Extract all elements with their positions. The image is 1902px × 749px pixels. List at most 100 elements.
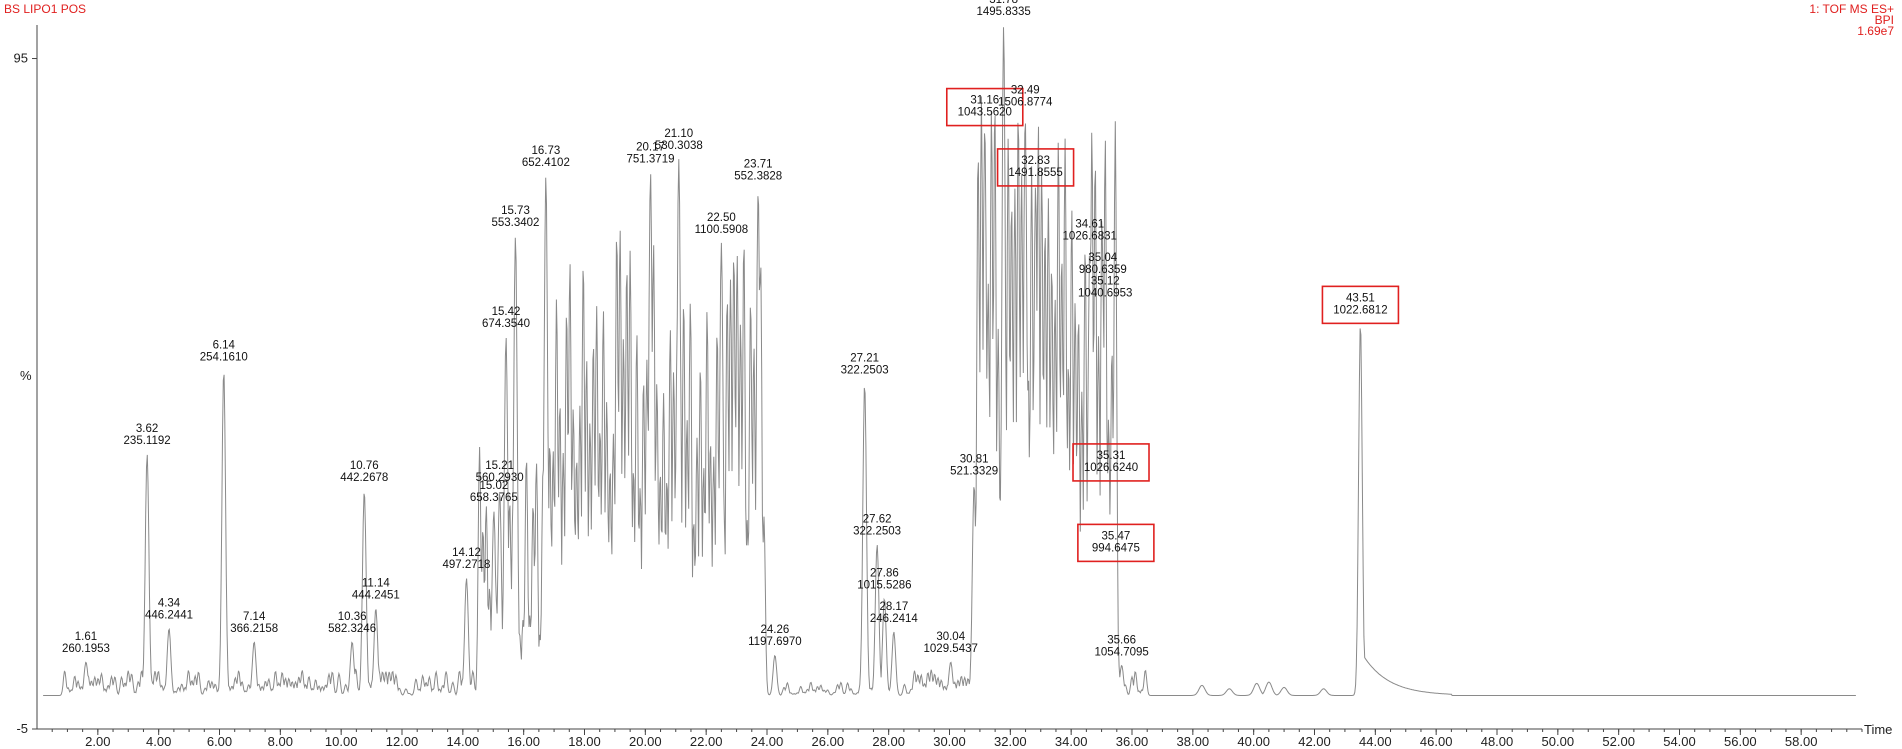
peak-mz-label: 444.2451: [352, 589, 400, 601]
peak-mz-label: 1040.6953: [1078, 288, 1132, 300]
peak-rt-label: 32.49: [1011, 85, 1040, 97]
peak-rt-label: 15.21: [485, 460, 514, 472]
peak-rt-label: 16.73: [531, 145, 560, 157]
x-tick-label: 52.00: [1602, 734, 1635, 749]
x-tick-label: 4.00: [146, 734, 171, 749]
x-tick-label: 12.00: [386, 734, 419, 749]
highlight-box: [1321, 285, 1400, 325]
peak-rt-label: 34.61: [1075, 219, 1104, 231]
y-axis-label: %: [20, 368, 32, 383]
peak-mz-label: 658.3765: [470, 492, 518, 504]
highlight-box: [1072, 443, 1150, 482]
peak-mz-label: 1029.5437: [924, 643, 978, 655]
x-tick-label: 22.00: [690, 734, 723, 749]
peak-mz-label: 530.3038: [655, 140, 703, 152]
trace-layer: [43, 27, 1856, 696]
peak-mz-label: 552.3828: [734, 170, 782, 182]
x-tick-label: 40.00: [1237, 734, 1270, 749]
peak-rt-label: 14.12: [452, 547, 481, 559]
x-tick-label: 16.00: [507, 734, 540, 749]
x-tick-label: 48.00: [1481, 734, 1514, 749]
x-tick-label: 10.00: [325, 734, 358, 749]
peak-mz-label: 235.1192: [124, 435, 171, 447]
peak-rt-label: 24.26: [761, 624, 790, 636]
axes: 95 -5 2.00 4.00 6.00 8.00 10.00 12.00 14.00 16.00…: [14, 25, 1863, 749]
x-tick-label: 46.00: [1420, 734, 1453, 749]
x-tick-label: 58.00: [1785, 734, 1818, 749]
peak-rt-label: 35.12: [1091, 276, 1120, 288]
peak-rt-label: 35.31: [1097, 450, 1126, 462]
highlight-box: [996, 148, 1075, 187]
peak-rt-label: 15.02: [479, 480, 508, 492]
peak-mz-label: 560.2930: [476, 472, 524, 484]
peak-mz-label: 1197.6970: [748, 636, 802, 648]
peak-mz-label: 1491.8555: [1008, 167, 1062, 179]
peak-mz-label: 980.6359: [1079, 264, 1127, 276]
peak-rt-label: 31.78: [989, 0, 1018, 6]
peak-mz-label: 751.3719: [627, 154, 675, 166]
peak-rt-label: 27.21: [850, 353, 879, 365]
sample-name: BS LIPO1 POS: [4, 2, 87, 16]
peak-rt-label: 3.62: [136, 423, 158, 435]
peak-mz-label: 446.2441: [145, 609, 193, 621]
peak-rt-label: 30.04: [936, 631, 965, 643]
x-tick-label: 54.00: [1663, 734, 1696, 749]
x-tick-label: 24.00: [751, 734, 784, 749]
peak-rt-label: 20.17: [636, 142, 665, 154]
peak-rt-label: 10.36: [338, 611, 367, 623]
y-tick-label: -5: [16, 721, 28, 736]
peak-mz-label: 442.2678: [340, 472, 388, 484]
peak-rt-label: 43.51: [1346, 292, 1375, 304]
peak-rt-label: 27.62: [863, 514, 892, 526]
peak-rt-label: 21.10: [664, 128, 693, 140]
peak-mz-label: 994.6475: [1092, 542, 1140, 554]
x-tick-label: 18.00: [568, 734, 601, 749]
x-tick-label: 56.00: [1724, 734, 1757, 749]
peak-mz-label: 674.3540: [482, 318, 530, 330]
peak-mz-label: 254.1610: [200, 351, 248, 363]
bpi-trace: [43, 27, 1856, 696]
peak-rt-label: 6.14: [213, 339, 236, 351]
peak-rt-label: 7.14: [243, 611, 266, 623]
peak-mz-label: 553.3402: [491, 217, 539, 229]
peak-rt-label: 31.16: [970, 95, 999, 107]
x-tick-label: 38.00: [1177, 734, 1210, 749]
x-tick-label: 42.00: [1298, 734, 1331, 749]
peak-rt-label: 10.76: [350, 460, 379, 472]
peak-mz-label: 322.2503: [841, 365, 889, 377]
peak-rt-label: 4.34: [158, 597, 181, 609]
x-tick-label: 30.00: [933, 734, 966, 749]
x-tick-label: 6.00: [207, 734, 232, 749]
mode-label: BPI: [1874, 13, 1894, 27]
peak-mz-label: 652.4102: [522, 157, 570, 169]
peak-rt-label: 15.42: [492, 306, 521, 318]
x-tick-label: 34.00: [1055, 734, 1088, 749]
peak-rt-label: 23.71: [744, 158, 773, 170]
x-tick-label: 14.00: [447, 734, 480, 749]
